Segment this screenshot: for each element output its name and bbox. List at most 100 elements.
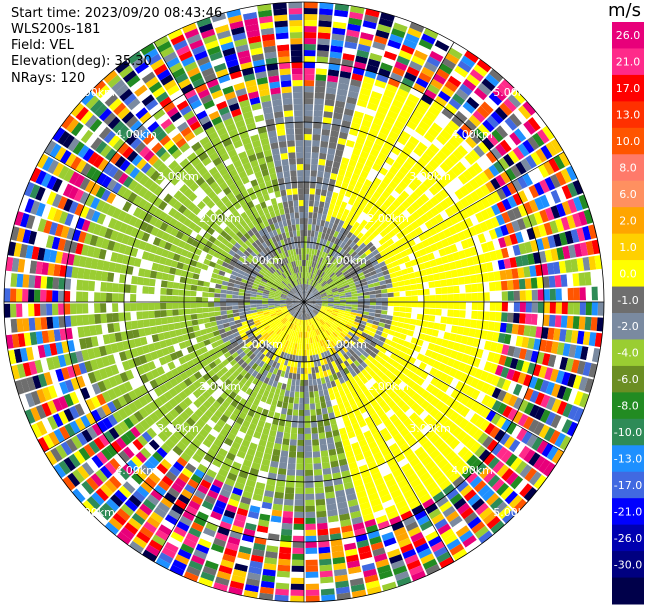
- gate: [438, 248, 447, 257]
- gate: [435, 380, 445, 390]
- gate: [380, 62, 393, 72]
- gate: [214, 302, 221, 307]
- gate: [278, 558, 291, 566]
- gate: [338, 219, 345, 227]
- gate: [100, 313, 108, 324]
- gate: [423, 261, 432, 269]
- gate: [469, 132, 482, 145]
- gate: [279, 389, 286, 396]
- gate: [357, 259, 365, 266]
- gate: [421, 390, 431, 400]
- gate: [505, 453, 518, 467]
- gate: [416, 242, 425, 250]
- gate: [314, 255, 319, 262]
- gate: [507, 408, 518, 421]
- gate: [375, 362, 384, 370]
- gate: [344, 261, 351, 268]
- gate: [304, 302, 310, 304]
- gate: [304, 158, 311, 165]
- gate: [535, 148, 548, 163]
- gate: [405, 408, 415, 418]
- gate: [424, 163, 435, 174]
- gate: [309, 298, 316, 301]
- gate: [304, 104, 314, 111]
- gate: [232, 305, 239, 310]
- gate: [279, 456, 288, 464]
- gate: [291, 577, 304, 584]
- gate: [460, 395, 471, 406]
- gate: [545, 411, 557, 426]
- gate: [287, 463, 296, 470]
- gate: [562, 343, 571, 357]
- gate: [492, 353, 501, 364]
- gate: [318, 552, 331, 560]
- gate: [446, 236, 455, 246]
- gate: [584, 378, 594, 393]
- gate: [454, 65, 469, 78]
- gate: [491, 191, 502, 203]
- gate: [314, 249, 318, 256]
- gate: [289, 366, 294, 374]
- gate: [393, 306, 400, 312]
- gate: [362, 256, 370, 263]
- gate: [113, 273, 121, 283]
- gate: [333, 230, 339, 238]
- gate: [335, 328, 342, 334]
- gate: [348, 248, 355, 255]
- gate: [347, 23, 361, 32]
- gate: [366, 241, 374, 249]
- gate: [427, 321, 435, 329]
- gate: [519, 483, 533, 498]
- gate: [429, 302, 436, 309]
- gate: [359, 150, 369, 160]
- gate: [544, 207, 555, 221]
- gate: [522, 139, 535, 154]
- gate: [178, 289, 185, 296]
- gate: [393, 331, 401, 338]
- gate: [368, 331, 376, 337]
- gate: [490, 413, 502, 425]
- gate: [349, 11, 364, 20]
- gate: [495, 143, 507, 157]
- gate: [475, 380, 485, 391]
- gate: [387, 251, 395, 258]
- gate: [556, 247, 565, 260]
- gate: [319, 564, 333, 572]
- gate: [244, 302, 251, 306]
- gate: [334, 244, 340, 252]
- gate: [329, 317, 336, 322]
- gate: [495, 312, 502, 322]
- gate: [582, 225, 592, 241]
- gate: [310, 300, 316, 302]
- gate: [501, 344, 510, 356]
- gate: [463, 421, 474, 434]
- gate: [154, 279, 162, 287]
- gate: [425, 374, 434, 383]
- gate: [464, 275, 471, 285]
- gate: [278, 462, 288, 470]
- gate: [369, 270, 377, 276]
- gate: [405, 195, 415, 205]
- gate: [501, 247, 510, 259]
- gate: [347, 211, 355, 219]
- gate: [172, 282, 180, 289]
- gate: [215, 315, 222, 321]
- gate: [160, 295, 167, 302]
- gate: [314, 230, 319, 238]
- gate: [435, 287, 442, 295]
- gate: [495, 291, 502, 301]
- gate: [450, 389, 460, 400]
- gate: [304, 260, 306, 266]
- gate: [349, 241, 356, 249]
- gate: [244, 308, 251, 312]
- gate: [445, 324, 453, 333]
- gate: [381, 254, 390, 261]
- gate: [34, 303, 41, 317]
- gate: [406, 66, 420, 77]
- gate: [314, 307, 320, 311]
- gate: [345, 292, 352, 296]
- gate: [446, 278, 454, 286]
- gate: [325, 196, 332, 204]
- gate: [452, 342, 461, 352]
- gate: [82, 280, 89, 291]
